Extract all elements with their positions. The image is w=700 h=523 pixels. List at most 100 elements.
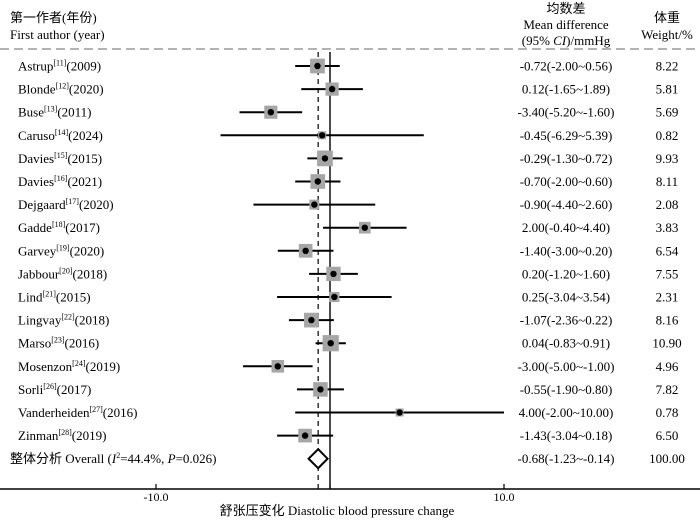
plot-layer: [220, 52, 504, 489]
study-weight-text: 2.31: [656, 290, 679, 305]
study-reference: [11]: [53, 59, 66, 68]
x-tick-label: 10.0: [494, 490, 515, 504]
study-ci-text: -3.40(-5.20~-1.60): [518, 105, 615, 120]
study-year: (2017): [57, 382, 92, 397]
md-header-ci: (95% CI)/mmHg: [522, 33, 611, 48]
study-ci-text: -0.72(-2.00~0.56): [520, 59, 613, 74]
study-ci-text: -1.07(-2.36~0.22): [520, 313, 613, 328]
overall-stats-open: (: [108, 451, 112, 466]
study-label: Lingvay[22](2018): [18, 313, 109, 328]
study-year: (2018): [75, 313, 110, 328]
study-name: Sorli: [18, 382, 44, 397]
study-reference: [22]: [61, 313, 75, 322]
study-name: Dejgaard: [18, 197, 66, 212]
author-header-en: First author (year): [10, 27, 105, 42]
overall-diamond: [307, 447, 329, 470]
study-name: Jabbour: [18, 266, 60, 281]
study-reference: [28]: [58, 428, 72, 437]
study-label: Mosenzon[24](2019): [18, 359, 120, 374]
study-reference: [15]: [54, 151, 68, 160]
study-ci-text: 2.00(-0.40~4.40): [522, 220, 610, 235]
study-point-estimate: [331, 293, 338, 301]
study-name: Gadde: [18, 220, 52, 235]
study-label: Blonde[12](2020): [18, 82, 104, 97]
study-point-estimate: [314, 178, 322, 185]
study-weight-text: 8.22: [656, 59, 679, 74]
overall-stats-p: P: [167, 451, 176, 466]
study-label: Buse[13](2011): [18, 105, 92, 120]
study-weight-text: 8.16: [656, 313, 679, 328]
study-name: Garvey: [18, 243, 57, 258]
study-reference: [23]: [51, 336, 65, 345]
x-tick-label: -10.0: [144, 490, 169, 504]
rows-layer: Astrup[11](2009) -0.72(-2.00~0.56) 8.22 Blo…: [10, 59, 685, 467]
study-name: Vanderheiden: [18, 405, 90, 420]
study-point-estimate: [308, 316, 315, 324]
study-reference: [26]: [43, 382, 57, 391]
study-point-estimate: [396, 409, 403, 416]
study-name: Lingvay: [18, 313, 62, 328]
study-year: (2021): [67, 174, 102, 189]
study-point-estimate: [314, 62, 321, 70]
study-weight-text: 3.83: [656, 220, 679, 235]
study-weight-text: 7.55: [656, 266, 679, 281]
study-label: Astrup[11](2009): [18, 59, 101, 74]
md-header-cn: 均数差: [546, 1, 585, 16]
study-year: (2009): [66, 59, 101, 74]
study-year: (2011): [57, 105, 91, 120]
study-name: Buse: [18, 105, 44, 120]
study-year: (2020): [70, 243, 105, 258]
study-ci-text: 0.20(-1.20~1.60): [522, 266, 610, 281]
study-reference: [17]: [66, 197, 80, 206]
study-year: (2019): [72, 428, 107, 443]
study-ci-text: -0.29(-1.30~0.72): [520, 151, 613, 166]
study-reference: [12]: [56, 82, 70, 91]
overall-label-cn: 整体分析: [10, 451, 65, 466]
study-ci-text: -0.45(-6.29~5.39): [520, 128, 613, 143]
study-label: Marso[23](2016): [18, 336, 99, 351]
study-label: Caruso[14](2024): [18, 128, 103, 143]
study-label: Jabbour[20](2018): [18, 266, 107, 281]
study-label: Dejgaard[17](2020): [18, 197, 114, 212]
study-point-estimate: [274, 363, 281, 370]
study-ci-text: -0.55(-1.90~0.80): [520, 382, 613, 397]
study-year: (2015): [56, 290, 91, 305]
study-name: Mosenzon: [18, 359, 73, 374]
study-weight-text: 2.08: [656, 197, 679, 212]
study-weight-text: 0.82: [656, 128, 679, 143]
study-year: (2015): [67, 151, 102, 166]
x-axis-label: 舒张压变化 Diastolic blood pressure change: [220, 503, 455, 518]
study-point-estimate: [301, 432, 309, 439]
weight-header-cn: 体重: [654, 10, 680, 25]
study-year: (2020): [79, 197, 114, 212]
study-ci-text: -3.00(-5.00~-1.00): [518, 359, 615, 374]
study-point-estimate: [317, 386, 324, 393]
study-weight-text: 4.96: [656, 359, 679, 374]
study-ci-text: 0.12(-1.65~1.89): [522, 82, 610, 97]
study-point-estimate: [267, 109, 275, 116]
study-weight-text: 6.50: [656, 428, 679, 443]
study-label: Vanderheiden[27](2016): [18, 405, 137, 420]
study-label: Sorli[26](2017): [18, 382, 91, 397]
study-ci-text: 0.04(-0.83~0.91): [522, 336, 610, 351]
study-weight-text: 5.69: [656, 105, 679, 120]
study-reference: [14]: [55, 128, 69, 137]
x-axis-ticks: -10.0 10.0: [144, 484, 515, 504]
study-weight-text: 9.93: [656, 151, 679, 166]
study-name: Lind: [18, 290, 43, 305]
study-reference: [13]: [44, 105, 58, 114]
overall-weight-text: 100.00: [649, 451, 685, 466]
weight-header-en: Weight/%: [641, 27, 693, 42]
study-reference: [19]: [56, 243, 70, 252]
study-year: (2019): [86, 359, 121, 374]
study-weight-text: 10.90: [652, 336, 681, 351]
study-year: (2016): [103, 405, 138, 420]
study-label: Lind[21](2015): [18, 290, 91, 305]
overall-label-en: Overall: [65, 451, 107, 466]
study-weight-text: 6.54: [656, 243, 679, 258]
study-label: Davies[16](2021): [18, 174, 102, 189]
study-year: (2017): [65, 220, 100, 235]
study-ci-text: -1.40(-3.00~0.20): [520, 243, 613, 258]
study-label: Davies[15](2015): [18, 151, 102, 166]
